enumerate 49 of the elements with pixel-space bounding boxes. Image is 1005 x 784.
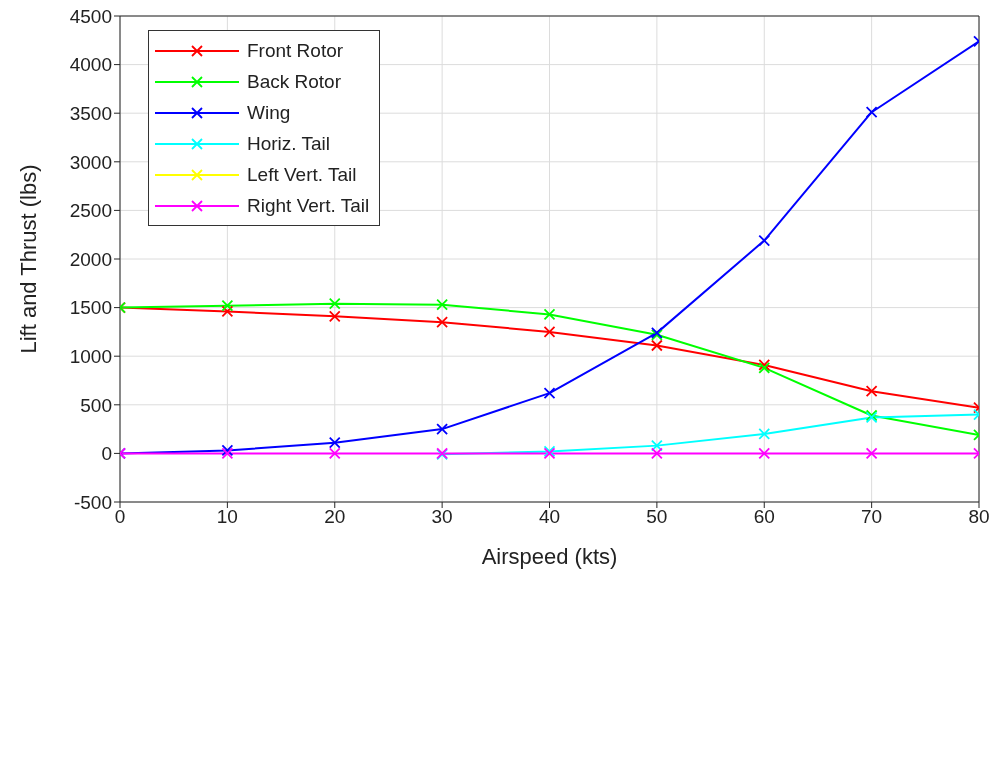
legend-label: Back Rotor [247, 70, 341, 93]
legend-label: Left Vert. Tail [247, 163, 357, 186]
x-tick-label: 30 [431, 506, 453, 528]
point [758, 234, 771, 247]
y-tick-label: 3000 [69, 151, 112, 173]
legend-label: Right Vert. Tail [247, 194, 370, 217]
y-tick-label: -500 [73, 491, 112, 513]
point [436, 316, 449, 329]
x-tick-label: 50 [646, 506, 668, 528]
x-tick-label: 20 [324, 506, 346, 528]
point [865, 385, 878, 398]
y-tick-label: 2500 [69, 200, 112, 222]
x-tick-label: 10 [216, 506, 238, 528]
y-axis-title: Lift and Thrust (lbs) [15, 164, 41, 354]
y-tick-label: 1000 [69, 345, 112, 367]
x-axis-title: Airspeed (kts) [481, 544, 618, 569]
y-tick-label: 4000 [69, 54, 112, 76]
y-tick-label: 500 [80, 394, 112, 416]
x-tick-label: 80 [968, 506, 990, 528]
x-tick-label: 70 [861, 506, 883, 528]
x-tick-label: 40 [538, 506, 561, 528]
legend-label: Front Rotor [247, 39, 344, 62]
point [221, 305, 234, 318]
point [758, 447, 771, 460]
legend-label: Horiz. Tail [247, 132, 331, 155]
y-tick-label: 0 [101, 443, 112, 465]
point [328, 436, 341, 449]
point [758, 428, 771, 440]
point [865, 106, 878, 119]
legend-label: Wing [247, 101, 291, 124]
y-tick-label: 2000 [69, 248, 112, 270]
point [543, 326, 556, 338]
y-tick-label: 3500 [69, 102, 112, 124]
point [436, 423, 449, 435]
point [865, 447, 878, 460]
y-tick-label: 1500 [69, 297, 112, 319]
point [328, 310, 341, 323]
point [221, 299, 234, 312]
point [543, 308, 556, 321]
point [650, 447, 663, 460]
point [543, 387, 556, 400]
y-tick-label: 4500 [69, 5, 112, 27]
point [328, 297, 341, 310]
point [328, 447, 341, 460]
x-tick-label: 60 [753, 506, 775, 528]
point [650, 439, 663, 452]
point [436, 298, 449, 311]
x-tick-label: 0 [114, 506, 126, 528]
point [650, 339, 663, 352]
